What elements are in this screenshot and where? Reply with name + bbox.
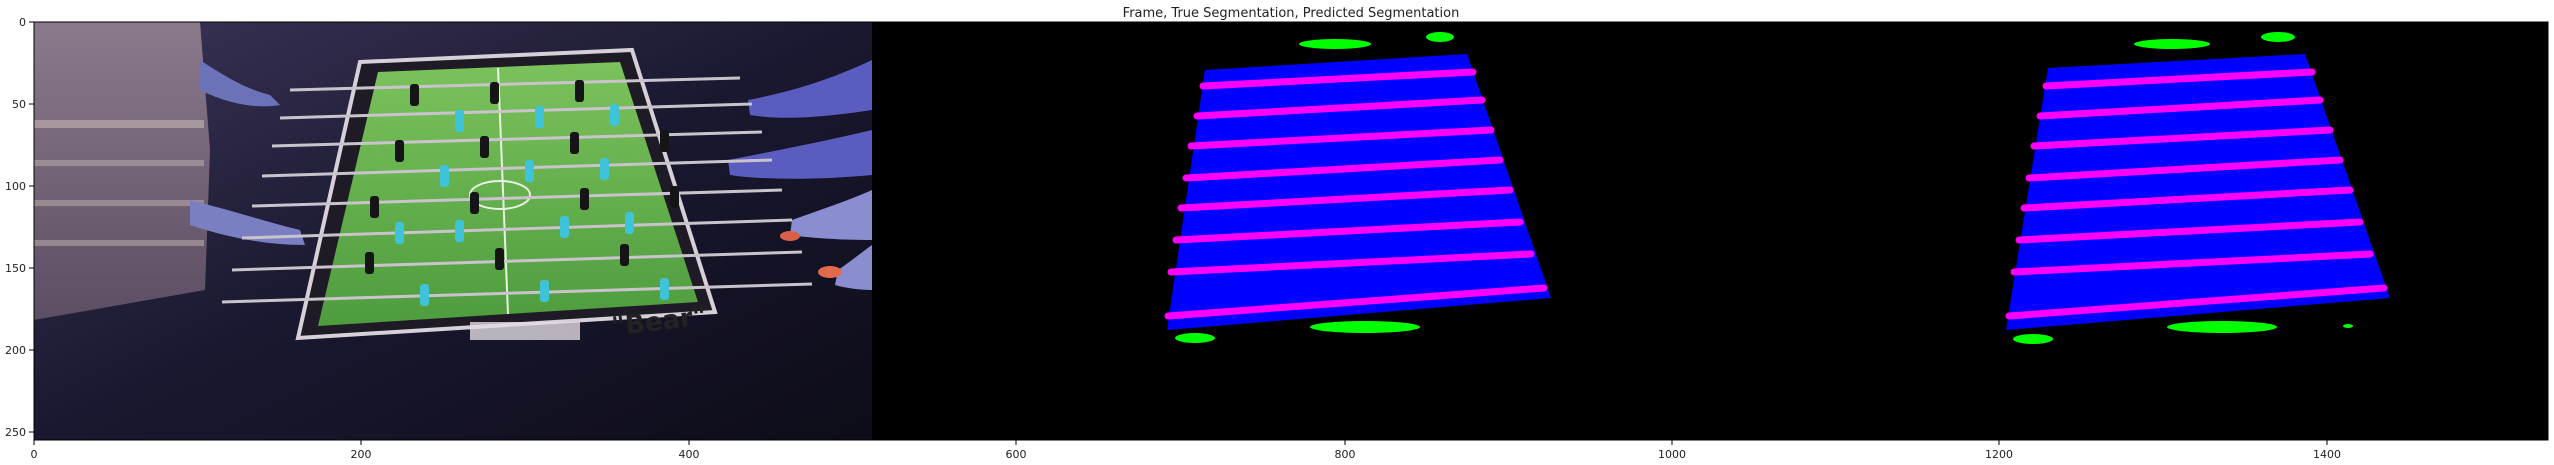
y-tick: 200 [5,344,34,357]
players-black [365,80,679,274]
players-cyan [395,104,669,306]
rod-masks [1164,68,1548,320]
x-tick: 1200 [1985,440,2013,461]
rods [221,76,813,304]
y-tick: 250 [5,426,34,439]
x-tick: 1400 [2313,440,2341,461]
predicted-segmentation-panel [2005,32,2390,344]
rod-handle [818,266,842,278]
x-tick-label: 1200 [1985,448,2013,461]
shelf-stripes [34,120,204,128]
y-tick-label: 250 [5,426,26,439]
y-tick-label: 100 [5,180,26,193]
axes-frame [33,21,2549,441]
true-segmentation-panel [1164,32,1551,343]
player-arm-right [835,245,872,290]
figure-title: Frame, True Segmentation, Predicted Segm… [1123,6,1460,21]
y-tick: 100 [5,180,34,193]
frame-panel: "Bear" [34,22,872,440]
player-arm-right [748,60,872,118]
x-tick-label: 1400 [2313,448,2341,461]
y-axis: 0 50 100 150 200 250 [5,16,34,439]
y-tick-label: 150 [5,262,26,275]
player-arm-left [200,60,280,107]
rod-handle [780,231,800,241]
y-tick: 0 [19,16,34,29]
y-tick-label: 200 [5,344,26,357]
x-tick: 400 [679,440,700,461]
goal-masks [2013,32,2353,344]
wall [34,22,210,320]
y-tick: 150 [5,262,34,275]
y-tick-label: 0 [19,16,26,29]
y-tick: 50 [12,98,34,111]
shelf-stripe [34,200,204,206]
x-tick: 1000 [1658,440,1686,461]
field-line [497,67,509,315]
goal-bottom [470,322,580,340]
player-arm-right [790,190,872,240]
player-arm-left [190,200,305,245]
shelf-stripe [34,240,204,246]
x-tick-label: 600 [1006,448,1027,461]
x-tick: 0 [31,440,38,461]
x-tick: 200 [351,440,372,461]
shelf-stripe [34,160,204,166]
x-tick-label: 1000 [1658,448,1686,461]
y-tick-label: 50 [12,98,26,111]
x-tick-label: 200 [351,448,372,461]
x-tick-label: 400 [679,448,700,461]
x-axis: 0 200 400 600 800 1000 1200 1400 [31,440,2341,461]
x-tick: 800 [1335,440,1356,461]
x-tick: 600 [1006,440,1027,461]
rod-masks [2005,68,2388,320]
goal-masks [1175,32,1454,343]
x-tick-label: 800 [1335,448,1356,461]
player-arm-right [728,130,872,179]
x-tick-label: 0 [31,448,38,461]
table-field [318,62,698,326]
